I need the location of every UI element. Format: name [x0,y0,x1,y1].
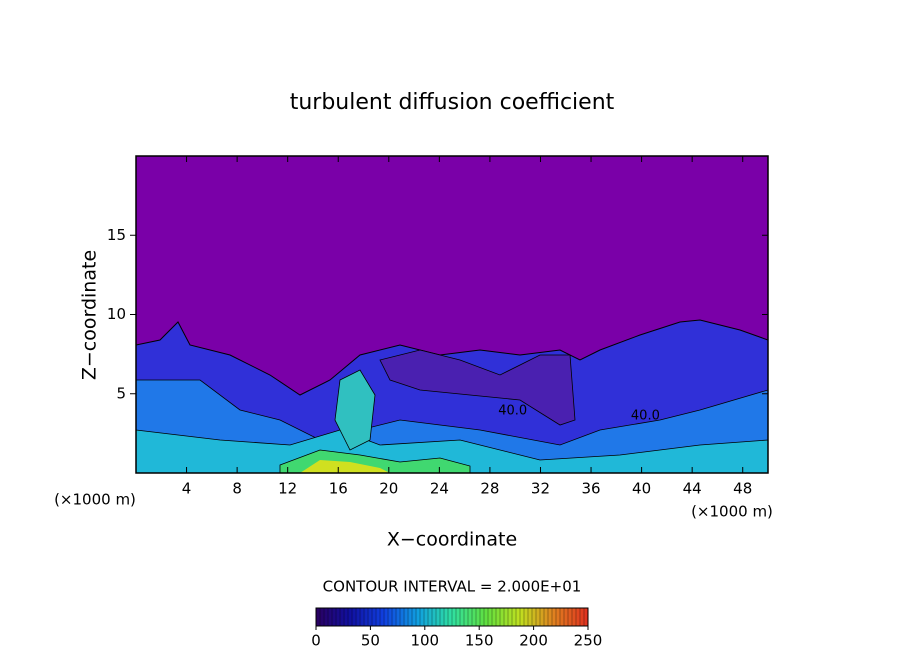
chart-title: turbulent diffusion coefficient [290,90,615,115]
y-tick-label: 5 [116,384,126,402]
x-tick-label: 8 [232,480,242,498]
contour-label: 40.0 [631,408,660,423]
y-tick-label: 15 [107,226,126,244]
colorbar-tick-label: 250 [574,632,603,650]
field-region [379,349,576,426]
x-tick-label: 12 [278,480,297,498]
y-axis-label: Z−coordinate [79,250,101,380]
colorbar-tick-label: 100 [410,632,439,650]
field [136,156,768,473]
x-unit: (×1000 m) [691,503,773,521]
x-tick-label: 44 [683,480,702,498]
colorbar-tick-label: 150 [465,632,494,650]
x-tick-label: 4 [182,480,192,498]
x-unit: (×1000 m) [54,491,136,509]
x-tick-label: 32 [531,480,550,498]
x-tick-label: 24 [430,480,449,498]
x-tick-label: 40 [632,480,651,498]
colorbar-tick-label: 0 [311,632,321,650]
x-axis-label: X−coordinate [387,529,517,551]
x-tick-label: 36 [581,480,600,498]
y-tick-label: 10 [107,305,126,323]
x-tick-label: 16 [329,480,348,498]
x-tick-label: 20 [379,480,398,498]
x-tick-label: 48 [733,480,752,498]
field-region [300,460,390,473]
contour-interval: CONTOUR INTERVAL = 2.000E+01 [323,578,582,596]
contour-label: 40.0 [498,404,527,419]
field-region [334,369,376,451]
colorbar-tick-label: 50 [361,632,380,650]
colorbar-tick-label: 200 [519,632,548,650]
x-tick-label: 28 [480,480,499,498]
